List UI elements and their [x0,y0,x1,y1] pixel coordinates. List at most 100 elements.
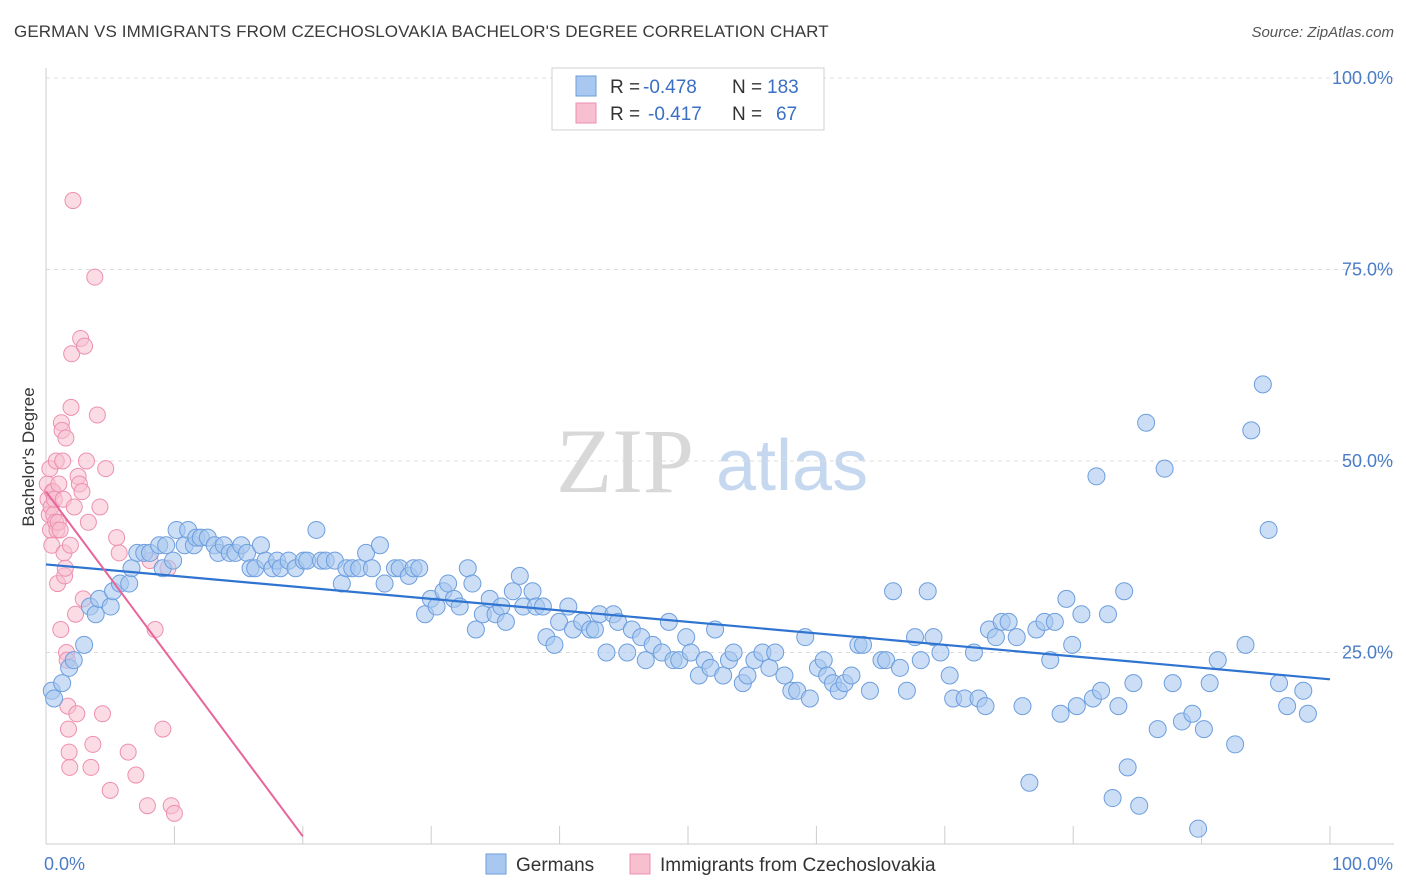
germans-point-189 [1242,421,1261,440]
germans-point-106 [681,643,700,662]
legend-swatch-immigrants [575,102,597,124]
germans-point-20 [164,551,183,570]
germans-point-187 [1226,735,1245,754]
bottom-legend-label-germans: Germans [516,855,594,876]
germans-point-105 [677,628,696,647]
germans-point-178 [1148,720,1167,739]
germans-point-79 [510,566,529,585]
germans-point-91 [585,620,604,639]
immigrants-point-18 [52,621,70,639]
germans-point-81 [523,582,542,601]
immigrants-point-63 [154,720,172,738]
immigrants-point-54 [97,460,115,478]
germans-point-13 [122,559,141,578]
bottom-legend-swatch-germans [485,853,507,875]
germans-point-124 [800,689,819,708]
germans-point-102 [659,612,678,631]
germans-point-194 [1294,681,1313,700]
immigrants-point-47 [79,513,97,531]
germans-point-164 [1063,635,1082,654]
series-germans-points [42,375,1317,838]
legend-n-label-1: N = [732,77,762,98]
germans-point-65 [427,597,446,616]
series-legend: Germans Immigrants from Czechoslovakia [485,853,936,876]
y-tick-label-1: 50.0% [1342,451,1393,471]
immigrants-point-25 [56,559,74,577]
germans-point-157 [1020,773,1039,792]
germans-point-95 [609,612,628,631]
germans-point-126 [814,651,833,670]
germans-point-137 [884,582,903,601]
y-tick-label-0: 25.0% [1342,643,1393,663]
bottom-legend-swatch-immigrants [629,853,651,875]
germans-point-173 [1115,582,1134,601]
germans-point-19 [157,536,176,555]
germans-point-57 [375,574,394,593]
legend-swatch-germans [575,75,597,97]
germans-point-77 [496,612,515,631]
germans-point-86 [550,612,569,631]
germans-point-172 [1109,697,1128,716]
immigrants-point-52 [91,498,109,516]
immigrants-point-46 [77,452,95,470]
germans-point-171 [1103,789,1122,808]
germans-point-37 [251,536,270,555]
germans-point-162 [1051,704,1070,723]
legend-r-label-1: R = [610,77,640,98]
germans-point-7 [86,605,105,624]
legend-r-value-2: -0.417 [648,104,702,125]
immigrants-point-48 [82,758,100,776]
germans-point-118 [760,658,779,677]
germans-point-119 [766,643,785,662]
germans-point-180 [1163,674,1182,693]
legend-r-label-2: R = [610,104,640,125]
germans-point-176 [1130,796,1149,815]
germans-point-160 [1041,651,1060,670]
immigrants-point-66 [165,804,183,822]
y-axis-label: Bachelor's Degree [19,387,38,526]
germans-point-85 [545,635,564,654]
germans-point-191 [1259,520,1278,539]
immigrants-point-33 [61,536,79,554]
germans-point-12 [120,574,139,593]
germans-point-142 [918,582,937,601]
germans-point-9 [101,597,120,616]
immigrants-point-34 [62,398,80,416]
immigrants-point-49 [84,735,102,753]
germans-point-179 [1155,459,1174,478]
germans-point-184 [1194,720,1213,739]
germans-point-83 [533,597,552,616]
germans-trend-line [45,563,1331,681]
germans-point-185 [1200,674,1219,693]
germans-point-143 [924,628,943,647]
series-immigrants-points [38,192,183,822]
immigrants-point-16 [50,475,68,493]
y-tick-label-3: 100.0% [1332,68,1393,88]
germans-point-141 [911,651,930,670]
immigrants-point-30 [59,720,77,738]
germans-point-72 [466,620,485,639]
germans-point-188 [1236,635,1255,654]
germans-point-192 [1270,674,1289,693]
germans-point-195 [1298,704,1317,723]
immigrants-trend-line [45,491,304,837]
germans-point-78 [503,582,522,601]
germans-point-152 [986,628,1005,647]
germans-point-67 [439,574,458,593]
immigrants-point-38 [67,605,85,623]
germans-point-150 [976,697,995,716]
germans-point-155 [1007,628,1026,647]
immigrants-point-37 [65,498,83,516]
x-tick-label-1: 100.0% [1332,854,1393,874]
immigrants-point-60 [138,797,156,815]
y-tick-label-2: 75.0% [1342,260,1393,280]
germans-point-111 [714,666,733,685]
germans-point-182 [1183,704,1202,723]
germans-point-166 [1072,605,1091,624]
watermark-atlas: atlas [716,426,868,506]
germans-point-4 [64,651,83,670]
germans-point-62 [410,559,429,578]
germans-point-99 [636,651,655,670]
germans-point-168 [1087,467,1106,486]
source-label: Source: ZipAtlas.com [1251,24,1394,41]
